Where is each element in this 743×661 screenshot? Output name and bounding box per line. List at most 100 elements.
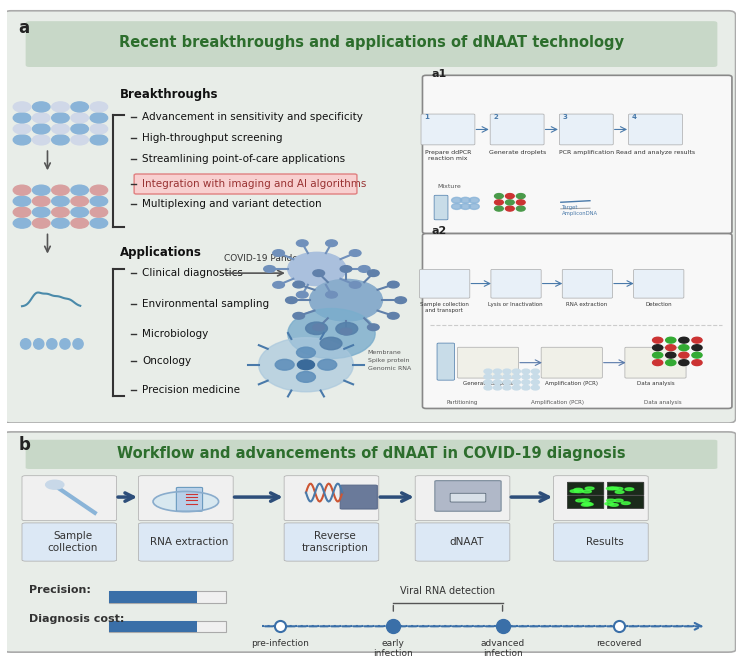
Circle shape	[505, 206, 514, 211]
Circle shape	[608, 500, 617, 503]
FancyBboxPatch shape	[554, 476, 648, 521]
Text: 2: 2	[493, 114, 498, 120]
Circle shape	[505, 200, 514, 205]
Circle shape	[666, 337, 676, 343]
Circle shape	[577, 499, 585, 502]
Circle shape	[617, 488, 626, 490]
Circle shape	[604, 487, 612, 490]
Ellipse shape	[60, 338, 70, 349]
Text: Sample collection
and transport: Sample collection and transport	[420, 302, 469, 313]
Ellipse shape	[484, 380, 492, 385]
Ellipse shape	[45, 480, 64, 489]
Circle shape	[358, 266, 370, 272]
FancyBboxPatch shape	[629, 114, 682, 145]
Circle shape	[52, 102, 69, 112]
Circle shape	[52, 185, 69, 195]
Circle shape	[606, 486, 615, 489]
Text: Applications: Applications	[120, 246, 202, 259]
Text: High-throughput screening: High-throughput screening	[142, 133, 282, 143]
FancyBboxPatch shape	[568, 483, 604, 495]
FancyBboxPatch shape	[608, 483, 644, 495]
FancyBboxPatch shape	[284, 523, 379, 561]
Circle shape	[679, 352, 689, 358]
Ellipse shape	[47, 338, 57, 349]
Text: Generate droplets: Generate droplets	[463, 381, 513, 385]
Circle shape	[71, 196, 88, 206]
Circle shape	[516, 200, 525, 205]
Circle shape	[452, 204, 462, 210]
FancyBboxPatch shape	[434, 195, 448, 220]
Circle shape	[666, 352, 676, 358]
FancyBboxPatch shape	[22, 476, 117, 521]
Text: Streamlining point-of-care applications: Streamlining point-of-care applications	[142, 153, 345, 164]
Circle shape	[71, 207, 88, 217]
Text: advanced
infection: advanced infection	[481, 639, 525, 658]
Circle shape	[71, 124, 88, 134]
FancyBboxPatch shape	[138, 523, 233, 561]
Ellipse shape	[493, 375, 502, 379]
Circle shape	[679, 337, 689, 343]
Circle shape	[652, 337, 663, 343]
FancyBboxPatch shape	[109, 592, 226, 603]
Text: Oncology: Oncology	[142, 356, 191, 366]
Circle shape	[52, 218, 69, 228]
Circle shape	[469, 204, 479, 210]
FancyBboxPatch shape	[138, 476, 233, 521]
Circle shape	[13, 196, 30, 206]
Text: Read and analyze results: Read and analyze results	[616, 150, 695, 155]
FancyBboxPatch shape	[435, 481, 501, 511]
FancyBboxPatch shape	[284, 476, 379, 521]
Circle shape	[90, 135, 108, 145]
Ellipse shape	[503, 385, 511, 390]
Circle shape	[325, 240, 337, 247]
FancyBboxPatch shape	[340, 485, 377, 509]
Ellipse shape	[493, 380, 502, 385]
Circle shape	[652, 345, 663, 350]
Circle shape	[652, 352, 663, 358]
FancyBboxPatch shape	[415, 523, 510, 561]
Circle shape	[336, 323, 357, 335]
Circle shape	[13, 207, 30, 217]
Text: Integration with imaging and AI algorithms: Integration with imaging and AI algorith…	[142, 178, 366, 188]
Text: Prepare ddPCR
reaction mix: Prepare ddPCR reaction mix	[425, 150, 471, 161]
Circle shape	[71, 102, 88, 112]
Circle shape	[692, 345, 702, 350]
Circle shape	[288, 309, 375, 358]
Circle shape	[52, 124, 69, 134]
Circle shape	[580, 486, 588, 488]
Circle shape	[617, 488, 626, 491]
Circle shape	[469, 198, 479, 203]
Ellipse shape	[503, 375, 511, 379]
Circle shape	[297, 360, 314, 369]
Text: Amplification (PCR): Amplification (PCR)	[531, 401, 584, 405]
FancyBboxPatch shape	[450, 493, 486, 502]
Circle shape	[606, 501, 614, 504]
Circle shape	[90, 185, 108, 195]
Text: Viral RNA detection: Viral RNA detection	[400, 586, 496, 596]
Text: Sample
collection: Sample collection	[48, 531, 98, 553]
Circle shape	[13, 102, 30, 112]
FancyBboxPatch shape	[541, 347, 603, 378]
Circle shape	[288, 253, 346, 286]
Text: b: b	[19, 436, 30, 454]
Text: early
infection: early infection	[374, 639, 413, 658]
Circle shape	[273, 250, 285, 256]
Circle shape	[52, 196, 69, 206]
Circle shape	[320, 337, 342, 350]
Ellipse shape	[531, 375, 539, 379]
Circle shape	[576, 486, 585, 488]
Circle shape	[452, 198, 462, 203]
Circle shape	[313, 270, 325, 276]
Circle shape	[293, 281, 305, 288]
Text: PCR amplification: PCR amplification	[559, 150, 614, 155]
Circle shape	[310, 280, 383, 321]
FancyBboxPatch shape	[176, 487, 203, 511]
Text: recovered: recovered	[597, 639, 642, 648]
Circle shape	[368, 324, 379, 330]
Circle shape	[666, 360, 676, 366]
FancyBboxPatch shape	[22, 523, 117, 561]
Text: Spike protein: Spike protein	[368, 358, 409, 363]
FancyBboxPatch shape	[559, 114, 613, 145]
Circle shape	[461, 198, 470, 203]
Text: RNA extraction: RNA extraction	[566, 302, 608, 307]
